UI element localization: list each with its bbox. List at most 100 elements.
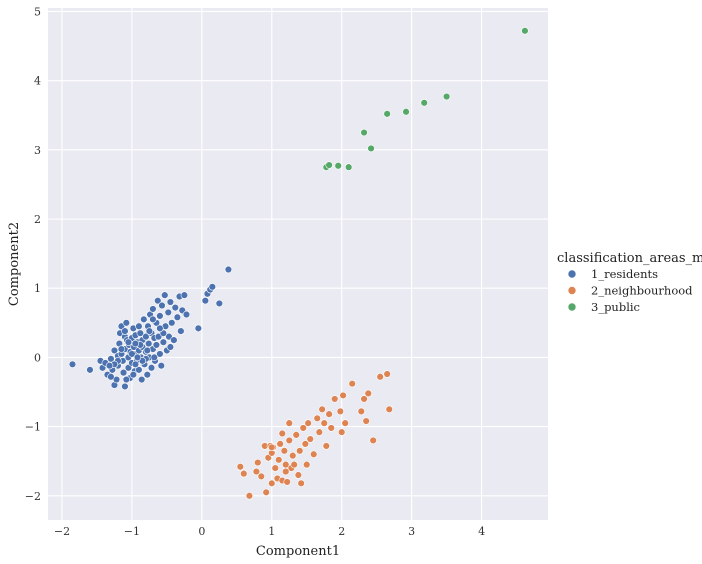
data-point bbox=[385, 405, 393, 413]
legend-label: 2_neighbourhood bbox=[591, 284, 693, 298]
data-point bbox=[166, 298, 175, 306]
data-point bbox=[173, 313, 182, 321]
data-point bbox=[224, 265, 233, 274]
data-point bbox=[177, 327, 185, 335]
data-point bbox=[341, 419, 349, 427]
data-point bbox=[170, 336, 178, 344]
data-point bbox=[180, 291, 189, 299]
data-point bbox=[171, 303, 179, 312]
data-point bbox=[369, 436, 377, 445]
data-point bbox=[383, 110, 391, 118]
data-point bbox=[215, 299, 224, 308]
data-point bbox=[276, 440, 284, 448]
data-point bbox=[299, 424, 307, 432]
data-point bbox=[252, 467, 261, 476]
data-point bbox=[296, 447, 304, 455]
data-point bbox=[402, 108, 410, 116]
data-point bbox=[194, 324, 203, 333]
data-point bbox=[367, 144, 375, 153]
data-point bbox=[245, 492, 254, 500]
y-tick-label: 1 bbox=[34, 282, 41, 295]
data-point bbox=[331, 395, 339, 403]
data-point bbox=[315, 428, 324, 436]
data-point bbox=[152, 341, 161, 349]
data-point bbox=[292, 431, 300, 439]
data-points bbox=[68, 27, 529, 500]
x-tick-label: −1 bbox=[124, 525, 140, 538]
data-point bbox=[294, 471, 303, 479]
data-point bbox=[145, 327, 154, 335]
data-point bbox=[303, 460, 311, 469]
legend-marker bbox=[567, 269, 577, 279]
data-point bbox=[278, 429, 286, 438]
data-point bbox=[121, 327, 129, 335]
data-point bbox=[133, 353, 142, 362]
data-point bbox=[159, 338, 168, 346]
data-point bbox=[360, 395, 368, 403]
data-point bbox=[304, 419, 312, 427]
y-tick-label: 0 bbox=[34, 351, 41, 364]
data-point bbox=[135, 366, 143, 374]
data-point bbox=[149, 305, 157, 313]
data-point bbox=[68, 360, 77, 369]
data-point bbox=[150, 353, 158, 362]
y-ticks: −2 −1 0 1 2 3 4 5 bbox=[25, 5, 41, 502]
data-point bbox=[168, 319, 176, 327]
data-point bbox=[306, 435, 314, 443]
y-tick-label: 2 bbox=[34, 213, 41, 226]
x-tick-label: 3 bbox=[408, 525, 415, 538]
y-tick-label: 4 bbox=[34, 75, 41, 88]
data-point bbox=[313, 414, 321, 422]
data-point bbox=[289, 451, 297, 460]
data-point bbox=[338, 428, 346, 436]
data-point bbox=[280, 447, 289, 455]
x-ticks: −2 −1 0 1 2 3 4 bbox=[54, 525, 485, 538]
legend-label: 3_public bbox=[591, 300, 640, 314]
data-point bbox=[364, 389, 372, 398]
data-point bbox=[156, 312, 164, 320]
data-point bbox=[144, 339, 153, 348]
data-point bbox=[143, 346, 152, 355]
data-point bbox=[182, 310, 191, 319]
data-point bbox=[268, 479, 276, 488]
legend-marker bbox=[567, 302, 577, 312]
data-point bbox=[236, 463, 245, 471]
data-point bbox=[149, 315, 157, 324]
data-point bbox=[201, 296, 210, 305]
data-point bbox=[143, 371, 152, 379]
data-point bbox=[420, 99, 428, 107]
legend-marker bbox=[567, 286, 577, 295]
data-point bbox=[290, 460, 298, 469]
data-point bbox=[122, 375, 131, 384]
plot-background bbox=[48, 8, 548, 520]
data-point bbox=[297, 479, 305, 488]
data-point bbox=[157, 362, 165, 370]
data-point bbox=[336, 407, 345, 416]
data-point bbox=[110, 346, 119, 355]
data-point bbox=[128, 350, 136, 358]
y-tick-label: −1 bbox=[25, 421, 41, 434]
data-point bbox=[271, 464, 279, 472]
y-tick-label: 5 bbox=[34, 5, 41, 18]
legend-title: classification_areas_m bbox=[557, 251, 702, 266]
x-tick-label: 1 bbox=[268, 525, 275, 538]
data-point bbox=[124, 338, 133, 346]
data-point bbox=[257, 472, 265, 481]
data-point bbox=[357, 407, 365, 416]
data-point bbox=[147, 364, 156, 372]
data-point bbox=[131, 360, 140, 369]
series-3_public bbox=[322, 27, 529, 171]
y-tick-label: 3 bbox=[34, 144, 41, 157]
x-tick-label: −2 bbox=[54, 525, 70, 538]
y-axis-label: Component2 bbox=[7, 222, 22, 306]
data-point bbox=[339, 391, 347, 400]
data-point bbox=[344, 163, 353, 171]
data-point bbox=[442, 92, 451, 101]
data-point bbox=[327, 424, 335, 432]
data-point bbox=[383, 370, 391, 378]
data-point bbox=[348, 379, 356, 388]
data-point bbox=[135, 322, 143, 330]
data-point bbox=[275, 456, 283, 464]
data-point bbox=[254, 458, 262, 467]
